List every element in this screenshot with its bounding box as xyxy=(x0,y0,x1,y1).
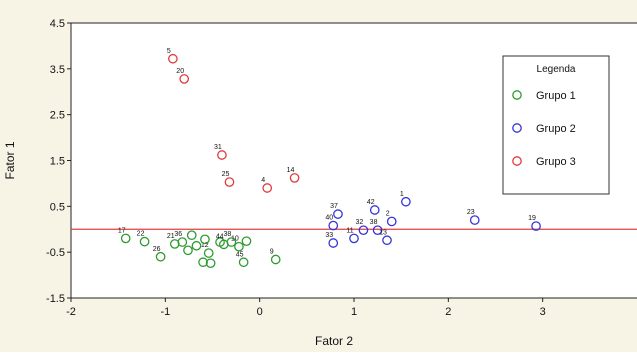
point-label: 22 xyxy=(137,231,145,238)
point-label: 25 xyxy=(222,171,230,178)
data-point xyxy=(205,258,216,269)
point-label: 19 xyxy=(528,215,536,222)
data-point xyxy=(358,225,369,236)
y-tick-label: 0.5 xyxy=(50,201,65,213)
point-label: 40 xyxy=(325,215,333,222)
data-point xyxy=(349,233,359,244)
point-label: 2 xyxy=(386,210,390,217)
data-point xyxy=(168,53,178,64)
point-label: 44 xyxy=(216,233,224,240)
legend-marker xyxy=(512,90,522,100)
data-point xyxy=(198,257,208,268)
data-point xyxy=(186,230,197,241)
point-label: 17 xyxy=(118,227,126,234)
point-label: 26 xyxy=(153,246,161,253)
data-point xyxy=(183,245,193,256)
data-point xyxy=(200,234,210,245)
point-label: 4 xyxy=(261,177,265,184)
point-label: 12 xyxy=(201,242,209,249)
data-point xyxy=(234,241,244,252)
y-tick-label: 1.5 xyxy=(50,156,65,168)
x-axis-title: Fator 2 xyxy=(315,334,353,348)
data-point xyxy=(401,196,411,207)
x-tick-label: 2 xyxy=(445,306,451,318)
x-tick-label: 1 xyxy=(351,306,357,318)
data-point xyxy=(333,209,343,219)
point-label: 10 xyxy=(231,236,239,243)
data-point xyxy=(270,254,281,265)
point-label: 33 xyxy=(325,232,333,239)
legend-marker xyxy=(512,123,522,133)
point-label: 9 xyxy=(270,249,274,256)
data-point xyxy=(382,235,392,246)
point-label: 20 xyxy=(176,68,184,75)
point-label: 36 xyxy=(174,231,182,238)
legend-title: Legenda xyxy=(537,64,576,75)
point-label: 42 xyxy=(367,199,375,206)
data-point xyxy=(155,251,166,262)
x-tick-label: 3 xyxy=(540,306,546,318)
point-label: 37 xyxy=(330,203,338,210)
data-point xyxy=(226,237,237,247)
data-point xyxy=(386,216,397,227)
data-point xyxy=(328,220,339,231)
data-point xyxy=(177,237,188,247)
point-label: 31 xyxy=(214,144,222,151)
y-tick-label: 2.5 xyxy=(50,110,65,122)
y-tick-label: -0.5 xyxy=(46,247,65,259)
data-point xyxy=(179,74,190,84)
data-point xyxy=(139,236,150,247)
data-point xyxy=(224,177,235,187)
legend-label: Grupo 1 xyxy=(536,90,576,102)
point-label: 5 xyxy=(167,48,171,55)
data-point xyxy=(369,205,380,215)
point-label: 11 xyxy=(346,227,353,234)
point-label: 13 xyxy=(379,229,387,236)
data-point xyxy=(289,173,300,183)
data-point xyxy=(328,238,339,248)
x-tick-label: 0 xyxy=(257,306,263,318)
legend-label: Grupo 2 xyxy=(536,123,576,135)
legend-label: Grupo 3 xyxy=(536,156,576,168)
y-axis-title: Fator 1 xyxy=(3,141,17,179)
point-label: 23 xyxy=(467,209,475,216)
y-tick-label: -1.5 xyxy=(46,293,65,305)
point-label: 32 xyxy=(356,219,364,226)
point-label: 38 xyxy=(223,231,231,238)
point-label: 14 xyxy=(287,167,295,174)
data-point xyxy=(531,221,541,231)
data-point xyxy=(262,183,273,193)
x-tick-label: -1 xyxy=(160,306,170,318)
data-point xyxy=(238,257,249,268)
point-label: 45 xyxy=(236,251,244,258)
y-tick-label: 4.5 xyxy=(50,18,65,30)
data-point xyxy=(217,150,227,160)
data-point xyxy=(203,248,214,258)
point-label: 1 xyxy=(400,191,404,198)
x-tick-label: -2 xyxy=(66,306,76,318)
y-tick-label: 3.5 xyxy=(50,64,65,76)
data-point xyxy=(241,236,252,247)
point-label: 38 xyxy=(370,219,378,226)
legend-marker xyxy=(512,156,522,166)
data-point xyxy=(191,240,202,251)
data-point xyxy=(120,233,131,244)
point-label: 21 xyxy=(167,233,175,240)
data-point xyxy=(372,225,383,236)
data-point xyxy=(469,215,480,225)
